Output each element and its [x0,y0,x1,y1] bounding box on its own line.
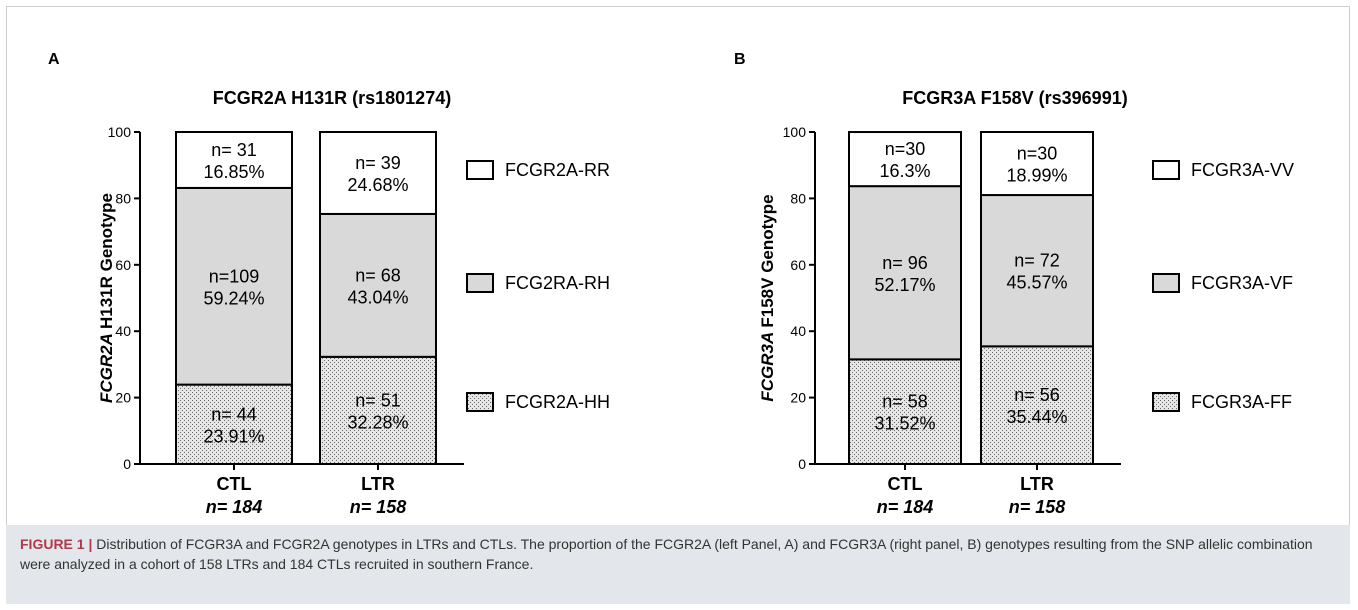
bar-percent-label: 32.28% [347,412,408,432]
bar-count-label: n= 96 [882,253,928,273]
legend-label: FCGR2A-HH [505,392,610,412]
legend-label: FCGR2A-RR [505,160,610,180]
panel-label: B [734,51,746,68]
bar-segment [175,186,293,386]
x-category-n: n= 184 [206,497,263,517]
bar-count-label: n= 31 [211,140,257,160]
x-category-n: n= 158 [1009,497,1066,517]
y-axis-label: FCGR2A H131R Genotype [97,193,116,403]
bar-count-label: n= 44 [211,404,257,424]
y-tick-label: 20 [790,390,806,406]
bar-percent-label: 59.24% [203,288,264,308]
legend-swatch [1152,392,1180,412]
bar-count-label: n=109 [209,266,260,286]
caption-label: FIGURE 1 | [20,536,93,552]
panel-label: A [48,51,60,68]
bar-count-label: n= 58 [882,392,928,412]
bar-percent-label: 16.85% [203,162,264,182]
bar-count-label: n= 39 [355,153,401,173]
legend-swatch [466,160,494,180]
legend-label: FCGR3A-VF [1191,273,1293,293]
bar-segment [319,212,437,358]
panel-a: A FCGR2A H131R (rs1801274) FCGR2A H131R Ge… [48,51,610,517]
legend-label: FCGR3A-VV [1191,160,1294,180]
x-tick-label: CTL [888,474,923,494]
figure-svg: A FCGR2A H131R (rs1801274) FCGR2A H131R Ge… [48,51,1294,517]
bar-count-label: n= 68 [355,265,401,285]
y-tick-label: 0 [798,456,806,472]
bar-segment [980,194,1094,348]
bar-segment [848,185,962,361]
chart-title: FCGR2A H131R (rs1801274) [213,88,451,108]
bar-count-label: n= 72 [1014,251,1060,271]
bar-count-label: n= 51 [355,390,401,410]
bar-percent-label: 35.44% [1006,407,1067,427]
y-axis-label-gene: FCGR3A [758,328,777,402]
bar-percent-label: 45.57% [1006,273,1067,293]
y-axis-label-rest: F158V Genotype [758,194,777,327]
bar-segment [980,131,1094,197]
y-tick-label: 0 [123,456,131,472]
panel-b: B FCGR3A F158V (rs396991) FCGR3A F158V Gen… [734,51,1294,517]
x-tick-label: LTR [1020,474,1054,494]
legend-swatch [466,273,494,293]
y-tick-label: 40 [790,323,806,339]
y-axis-label-gene: FCGR2A [97,329,116,403]
y-tick-label: 40 [115,323,131,339]
y-tick-label: 100 [783,124,807,140]
y-tick-label: 80 [115,190,131,206]
y-tick-label: 60 [115,257,131,273]
x-tick-label: CTL [217,474,252,494]
y-axis-label: FCGR3A F158V Genotype [758,194,777,401]
bar-percent-label: 18.99% [1006,166,1067,186]
legend-label: FCG2RA-RH [505,273,610,293]
bar-count-label: n= 56 [1014,385,1060,405]
bar-segment [980,345,1094,465]
x-tick-label: LTR [361,474,395,494]
y-tick-label: 20 [115,390,131,406]
y-tick-label: 60 [790,257,806,273]
chart-title: FCGR3A F158V (rs396991) [902,88,1127,108]
bar-percent-label: 52.17% [874,275,935,295]
y-tick-label: 80 [790,190,806,206]
figure-caption: FIGURE 1 | Distribution of FCGR3A and FC… [6,525,1350,604]
y-axis-label-rest: H131R Genotype [97,193,116,329]
bar-percent-label: 43.04% [347,287,408,307]
bar-percent-label: 16.3% [879,161,930,181]
bar-segment [848,131,962,188]
x-category-n: n= 158 [350,497,407,517]
bar-percent-label: 24.68% [347,175,408,195]
legend-swatch [1152,273,1180,293]
caption-text: Distribution of FCGR3A and FCGR2A genoty… [20,536,1313,572]
legend-label: FCGR3A-FF [1191,392,1292,412]
bar-percent-label: 23.91% [203,426,264,446]
bar-segment [175,131,293,189]
bar-count-label: n=30 [1017,144,1058,164]
bar-segment [319,131,437,215]
x-category-n: n= 184 [877,497,934,517]
legend-swatch [1152,160,1180,180]
legend-swatch [466,392,494,412]
bar-percent-label: 31.52% [874,414,935,434]
y-tick-label: 100 [108,124,132,140]
bar-count-label: n=30 [885,139,926,159]
